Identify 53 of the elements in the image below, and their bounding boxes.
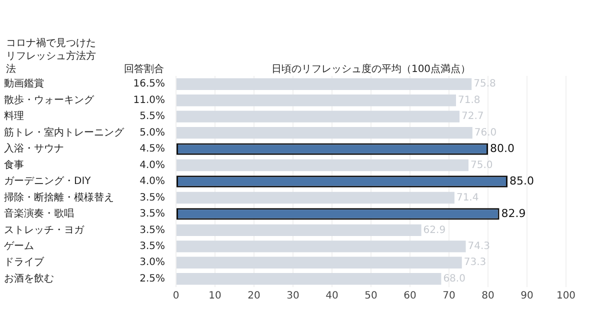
- data-label: 68.0: [443, 273, 466, 284]
- y-tick-label: 動画鑑賞: [4, 78, 44, 90]
- data-label: 85.0: [510, 174, 534, 188]
- data-label: 76.0: [474, 127, 497, 138]
- data-label: 75.0: [470, 160, 493, 171]
- data-label: 73.3: [464, 257, 486, 268]
- text: 4.0%: [140, 176, 165, 188]
- y-tick-label: 入浴・サウナ: [4, 142, 64, 155]
- data-label: 75.8: [474, 78, 496, 90]
- y-tick-label: ドライブ: [4, 256, 45, 268]
- x-tick-label: 20: [248, 290, 260, 302]
- text: 2.5%: [140, 273, 165, 284]
- data-label: 82.9: [501, 206, 526, 220]
- text: 5.0%: [140, 127, 165, 138]
- y-axis-title: コロナ禍で見つけたリフレッシュ方法方法: [6, 37, 96, 75]
- x-tick-label: 50: [364, 290, 378, 302]
- x-tick-label: 40: [326, 290, 338, 302]
- text: 3.5%: [140, 208, 165, 220]
- data-label: 62.9: [423, 224, 446, 236]
- text: 3.5%: [140, 241, 165, 252]
- text: 16.5%: [133, 78, 165, 90]
- data-label: 72.7: [462, 111, 484, 122]
- y-tick-label: 筋トレ・室内トレーニング: [4, 126, 125, 138]
- data-label: 71.4: [456, 192, 479, 204]
- y-tick-label: ゲーム: [4, 241, 34, 252]
- x-tick-label: 90: [520, 290, 534, 302]
- data-label: 74.3: [468, 241, 490, 252]
- y-tick-label: お酒を飲む: [4, 272, 54, 284]
- chart-title: 日頃のリフレッシュ度の平均（100点満点）: [271, 63, 471, 75]
- x-tick-label: 10: [208, 290, 222, 302]
- text: 4.5%: [140, 144, 165, 155]
- text: 4.0%: [140, 160, 165, 171]
- y-tick-label: ストレッチ・ヨガ: [4, 224, 85, 236]
- text: 11.0%: [133, 94, 165, 106]
- x-tick-label: 60: [404, 290, 416, 302]
- text: 3.5%: [140, 224, 165, 236]
- x-tick-label: 70: [442, 290, 456, 302]
- x-tick-label: 80: [482, 290, 494, 302]
- text: 回答割合: [124, 63, 164, 75]
- data-label: 80.0: [490, 142, 514, 155]
- y-tick-label: ガーデニング・DIY: [4, 176, 92, 188]
- x-tick-label: 30: [286, 290, 300, 302]
- y-tick-label: 散歩・ウォーキング: [4, 94, 95, 106]
- data-label: 71.8: [458, 94, 480, 106]
- text: 5.5%: [140, 111, 165, 122]
- text: 3.5%: [140, 192, 165, 204]
- y-tick-label: 音楽演奏・歌唱: [4, 208, 74, 220]
- y-tick-label: 料理: [4, 110, 24, 122]
- x-tick-label: 0: [172, 290, 180, 302]
- text: 3.0%: [140, 257, 165, 268]
- x-tick-label: 100: [556, 290, 576, 302]
- y-tick-label: 掃除・断捨離・模様替え: [4, 191, 114, 204]
- y-tick-label: 食事: [4, 158, 24, 171]
